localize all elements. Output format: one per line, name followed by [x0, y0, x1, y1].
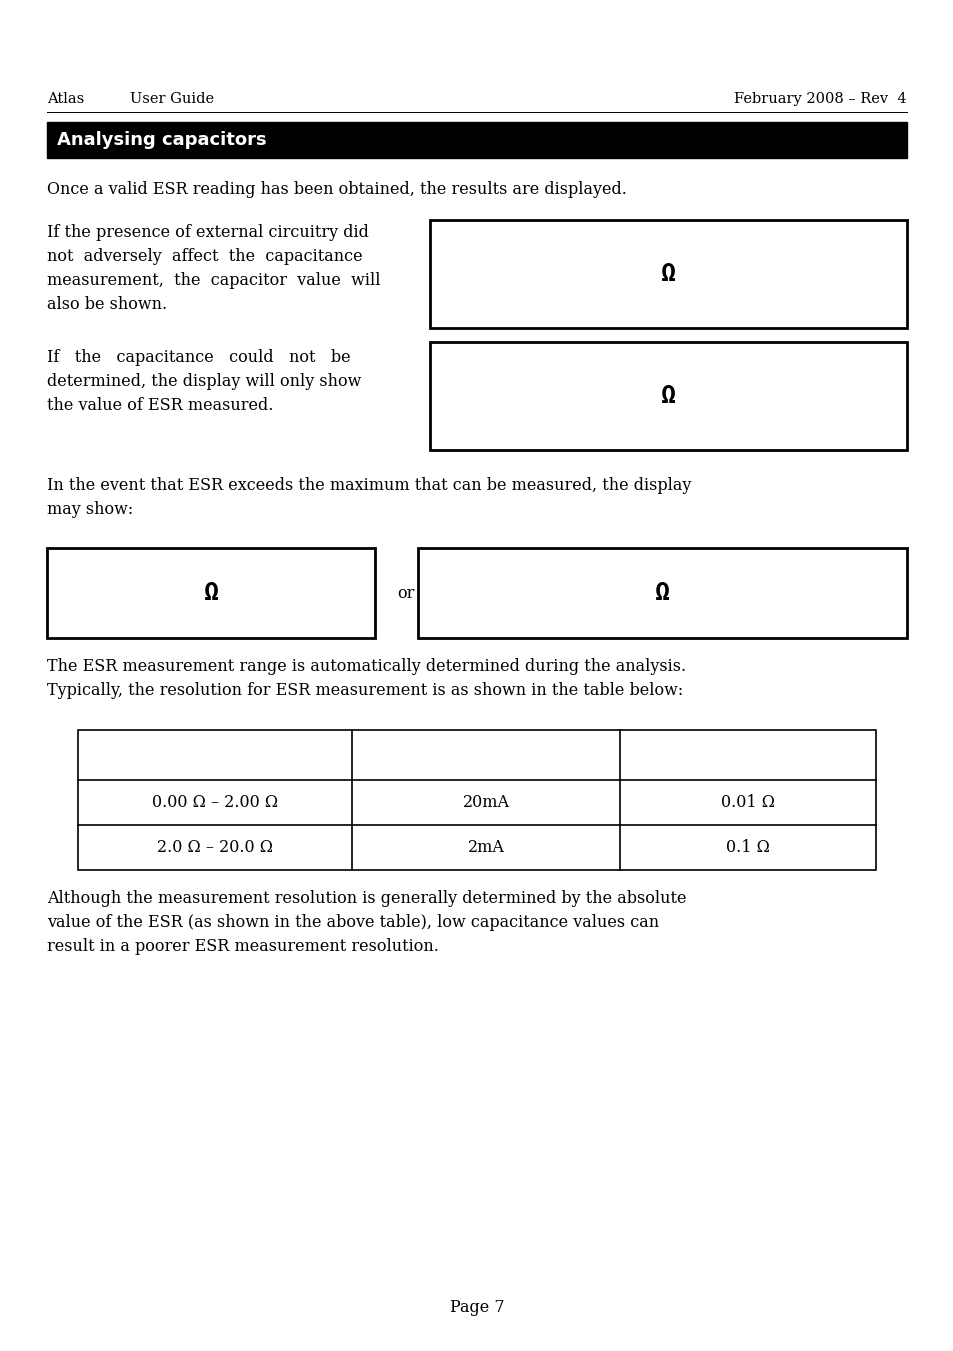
Text: 0.00 Ω – 2.00 Ω: 0.00 Ω – 2.00 Ω [152, 794, 277, 811]
Text: Typically, the resolution for ESR measurement is as shown in the table below:: Typically, the resolution for ESR measur… [47, 682, 682, 698]
Bar [78, 730, 875, 870]
Text: 0.01 Ω: 0.01 Ω [720, 794, 774, 811]
Text: In the event that ESR exceeds the maximum that can be measured, the display: In the event that ESR exceeds the maximu… [47, 477, 691, 494]
Text: Atlas: Atlas [47, 92, 84, 105]
Text: If   the   capacitance   could   not   be: If the capacitance could not be [47, 349, 351, 366]
Text: the value of ESR measured.: the value of ESR measured. [47, 397, 274, 413]
Text: Once a valid ESR reading has been obtained, the results are displayed.: Once a valid ESR reading has been obtain… [47, 181, 626, 199]
Text: may show:: may show: [47, 501, 133, 517]
Text: If the presence of external circuitry did: If the presence of external circuitry di… [47, 224, 369, 240]
Text: Analysing capacitors: Analysing capacitors [57, 131, 266, 149]
Text: Page 7: Page 7 [449, 1300, 504, 1316]
Text: Ω: Ω [203, 581, 218, 605]
Text: User Guide: User Guide [130, 92, 213, 105]
Text: 20mA: 20mA [462, 794, 509, 811]
Text: value of the ESR (as shown in the above table), low capacitance values can: value of the ESR (as shown in the above … [47, 915, 659, 931]
Text: measurement,  the  capacitor  value  will: measurement, the capacitor value will [47, 272, 380, 289]
Text: 2mA: 2mA [467, 839, 504, 857]
Text: also be shown.: also be shown. [47, 296, 167, 313]
Text: Although the measurement resolution is generally determined by the absolute: Although the measurement resolution is g… [47, 890, 686, 907]
Bar [47, 549, 375, 638]
Bar [430, 220, 906, 328]
Text: Ω: Ω [660, 262, 676, 286]
Text: result in a poorer ESR measurement resolution.: result in a poorer ESR measurement resol… [47, 938, 438, 955]
Text: 2.0 Ω – 20.0 Ω: 2.0 Ω – 20.0 Ω [157, 839, 273, 857]
Text: The ESR measurement range is automatically determined during the analysis.: The ESR measurement range is automatical… [47, 658, 685, 676]
Text: or: or [396, 585, 414, 601]
Text: February 2008 – Rev  4: February 2008 – Rev 4 [734, 92, 906, 105]
Bar [430, 342, 906, 450]
Bar [417, 549, 906, 638]
Text: determined, the display will only show: determined, the display will only show [47, 373, 361, 390]
Text: Ω: Ω [655, 581, 669, 605]
Text: 0.1 Ω: 0.1 Ω [725, 839, 769, 857]
Text: Ω: Ω [660, 384, 676, 408]
Text: not  adversely  affect  the  capacitance: not adversely affect the capacitance [47, 249, 362, 265]
Bar [47, 122, 906, 158]
